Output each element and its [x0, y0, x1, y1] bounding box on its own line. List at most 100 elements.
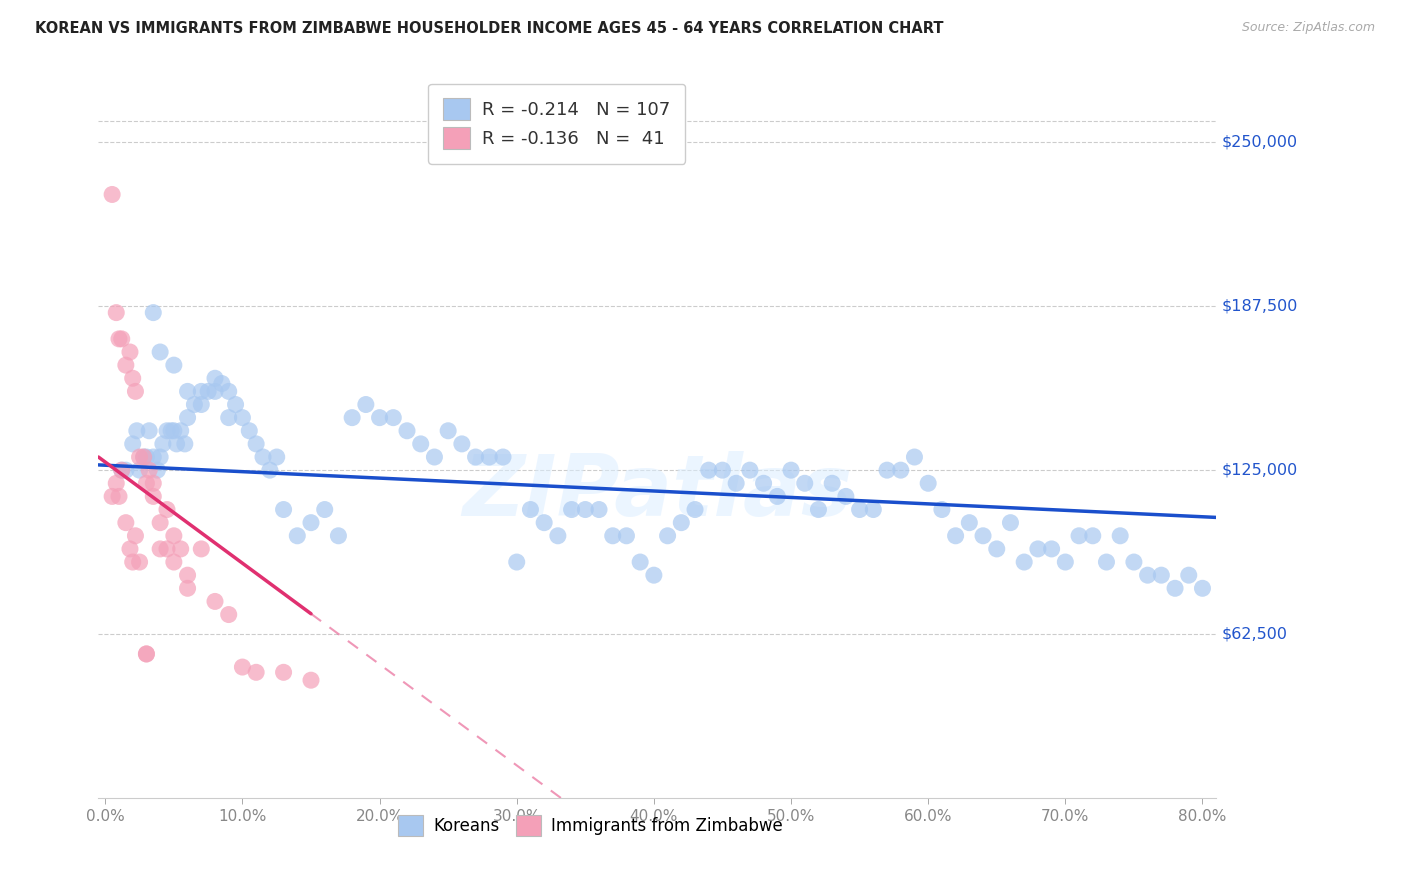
- Point: [111, 463, 134, 477]
- Text: $250,000: $250,000: [1222, 135, 1298, 150]
- Point: [1040, 541, 1063, 556]
- Point: [101, 187, 124, 202]
- Point: [368, 410, 391, 425]
- Point: [437, 424, 460, 438]
- Point: [492, 450, 515, 464]
- Point: [124, 384, 146, 399]
- Point: [450, 437, 472, 451]
- Point: [354, 397, 377, 411]
- Point: [142, 305, 165, 319]
- Point: [671, 516, 693, 530]
- Point: [766, 490, 789, 504]
- Point: [115, 358, 138, 372]
- Point: [211, 376, 233, 391]
- Point: [821, 476, 844, 491]
- Point: [170, 541, 193, 556]
- Point: [273, 665, 295, 680]
- Point: [340, 410, 363, 425]
- Point: [835, 490, 858, 504]
- Point: [299, 673, 322, 688]
- Text: $187,500: $187,500: [1222, 299, 1298, 314]
- Point: [128, 463, 150, 477]
- Point: [657, 529, 679, 543]
- Point: [166, 437, 188, 451]
- Point: [423, 450, 446, 464]
- Point: [588, 502, 610, 516]
- Point: [266, 450, 288, 464]
- Point: [252, 450, 274, 464]
- Text: $62,500: $62,500: [1222, 627, 1288, 641]
- Point: [156, 541, 179, 556]
- Point: [1122, 555, 1144, 569]
- Point: [328, 529, 350, 543]
- Point: [160, 424, 183, 438]
- Point: [1026, 541, 1049, 556]
- Point: [1150, 568, 1173, 582]
- Point: [602, 529, 624, 543]
- Point: [111, 332, 134, 346]
- Point: [142, 490, 165, 504]
- Point: [561, 502, 583, 516]
- Point: [170, 424, 193, 438]
- Point: [533, 516, 555, 530]
- Point: [218, 384, 240, 399]
- Point: [149, 345, 172, 359]
- Point: [218, 607, 240, 622]
- Point: [519, 502, 541, 516]
- Point: [506, 555, 529, 569]
- Point: [176, 410, 198, 425]
- Point: [138, 463, 160, 477]
- Point: [173, 437, 195, 451]
- Point: [752, 476, 775, 491]
- Point: [807, 502, 830, 516]
- Point: [1191, 582, 1213, 596]
- Point: [156, 424, 179, 438]
- Point: [111, 463, 134, 477]
- Point: [138, 424, 160, 438]
- Point: [118, 541, 141, 556]
- Point: [382, 410, 405, 425]
- Point: [848, 502, 870, 516]
- Point: [108, 490, 131, 504]
- Point: [299, 516, 322, 530]
- Point: [163, 358, 186, 372]
- Point: [225, 397, 247, 411]
- Point: [105, 476, 128, 491]
- Point: [197, 384, 219, 399]
- Point: [204, 371, 226, 385]
- Point: [176, 384, 198, 399]
- Point: [986, 541, 1008, 556]
- Point: [683, 502, 706, 516]
- Point: [132, 450, 155, 464]
- Point: [128, 555, 150, 569]
- Point: [108, 332, 131, 346]
- Point: [218, 410, 240, 425]
- Point: [903, 450, 925, 464]
- Point: [105, 305, 128, 319]
- Text: Source: ZipAtlas.com: Source: ZipAtlas.com: [1241, 21, 1375, 35]
- Point: [1000, 516, 1022, 530]
- Point: [135, 647, 157, 661]
- Point: [1012, 555, 1035, 569]
- Point: [890, 463, 912, 477]
- Point: [711, 463, 734, 477]
- Point: [574, 502, 596, 516]
- Point: [163, 424, 186, 438]
- Point: [128, 450, 150, 464]
- Point: [931, 502, 953, 516]
- Point: [238, 424, 260, 438]
- Point: [121, 555, 143, 569]
- Point: [697, 463, 720, 477]
- Point: [464, 450, 486, 464]
- Point: [1095, 555, 1118, 569]
- Point: [142, 450, 165, 464]
- Point: [124, 529, 146, 543]
- Text: $125,000: $125,000: [1222, 463, 1298, 477]
- Point: [285, 529, 308, 543]
- Point: [163, 529, 186, 543]
- Point: [547, 529, 569, 543]
- Point: [204, 384, 226, 399]
- Text: ZIPatlas: ZIPatlas: [463, 450, 852, 533]
- Point: [1164, 582, 1187, 596]
- Point: [1081, 529, 1104, 543]
